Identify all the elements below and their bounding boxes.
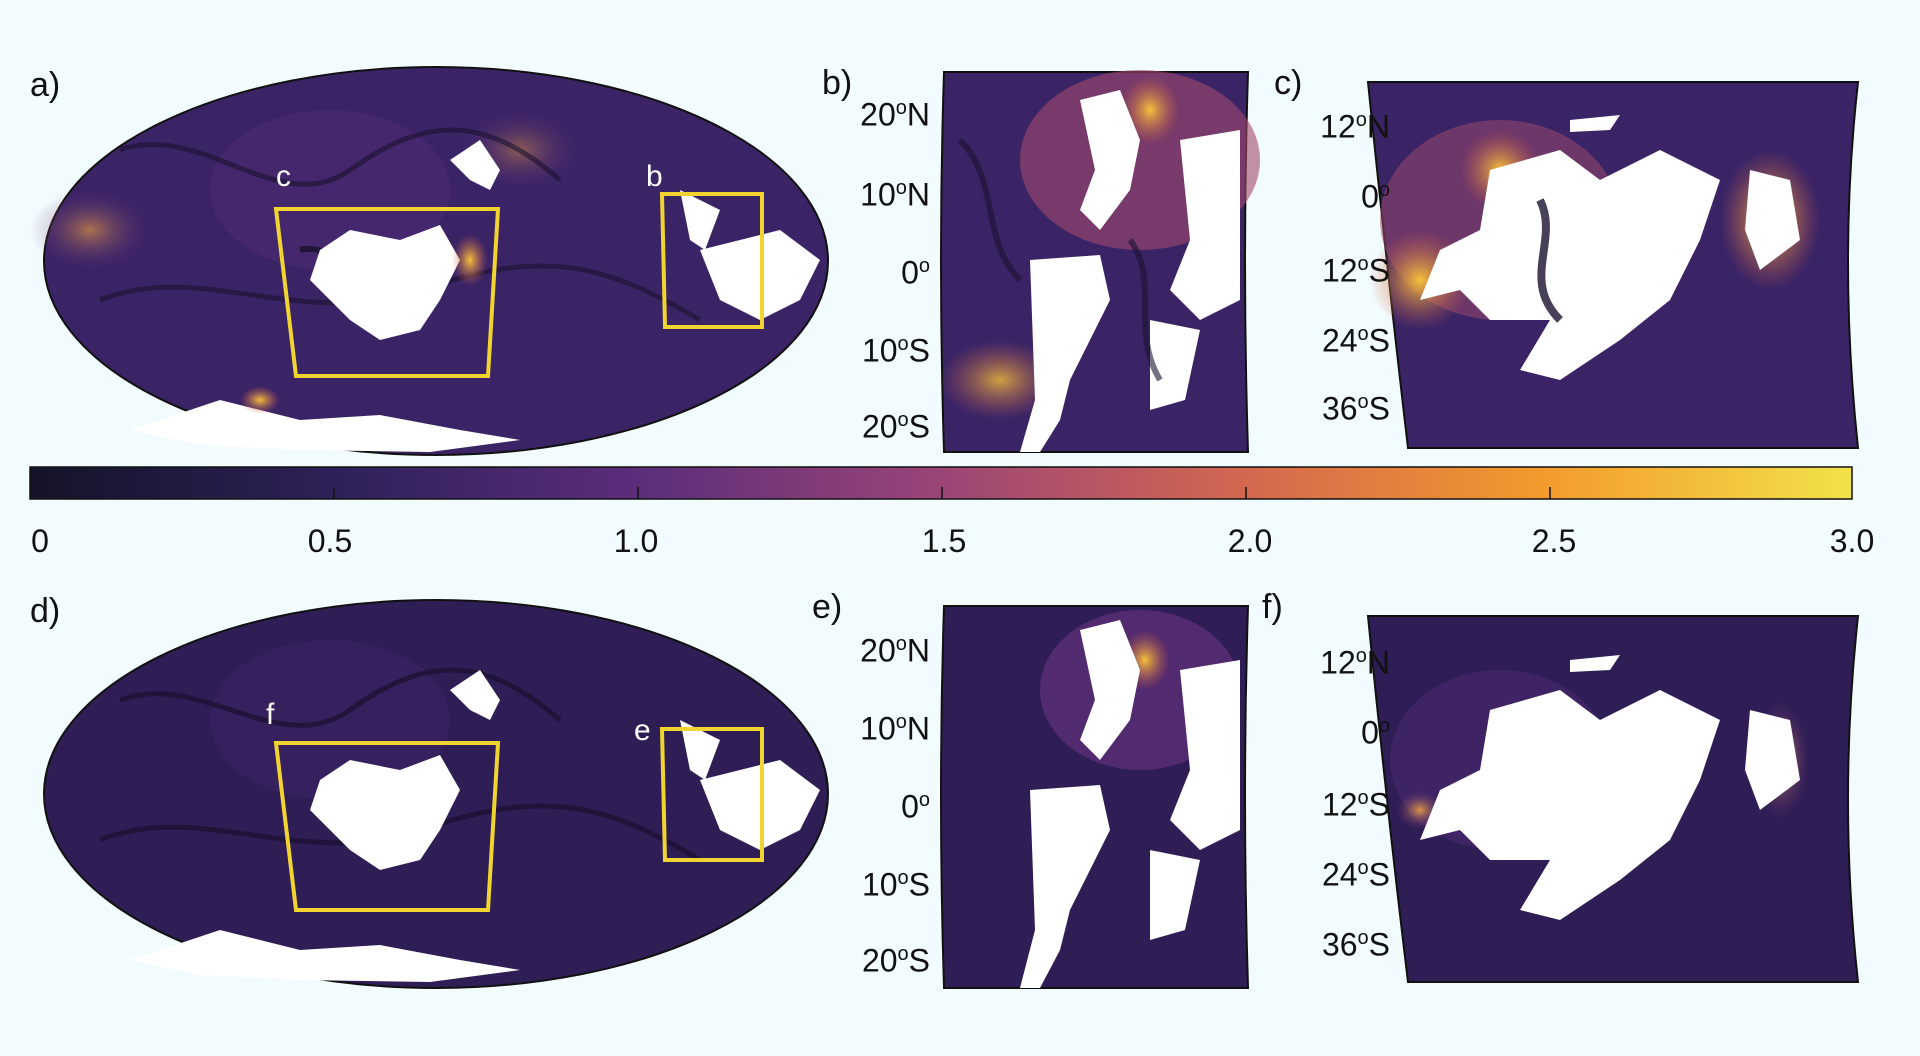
landmass xyxy=(1020,785,1110,988)
lat-tick: 0o xyxy=(901,788,930,825)
lat-tick: 10oS xyxy=(861,866,930,903)
landmass xyxy=(1420,150,1720,380)
landmass xyxy=(450,140,500,190)
colorbar-label: 0.5 xyxy=(307,523,353,559)
lat-tick: 10oN xyxy=(860,176,930,213)
colorbar xyxy=(29,466,1853,500)
colorbar-label: 1.0 xyxy=(613,523,659,559)
landmass xyxy=(1150,850,1200,940)
landmass xyxy=(1020,255,1110,452)
lat-tick: 20oS xyxy=(861,408,930,445)
lat-tick: 36oS xyxy=(1321,926,1390,963)
landmass xyxy=(130,930,520,982)
lat-tick: 10oS xyxy=(861,332,930,369)
lat-tick: 10oN xyxy=(860,710,930,747)
panel-label-b: b) xyxy=(822,64,853,102)
lat-tick: 12oS xyxy=(1321,786,1390,823)
lat-tick: 20oN xyxy=(860,632,930,669)
landmass xyxy=(1150,320,1200,410)
landmass xyxy=(450,670,500,720)
map-d xyxy=(43,599,829,989)
lat-tick: 12oN xyxy=(1320,644,1390,681)
lat-tick: 0o xyxy=(1361,178,1390,215)
landmass xyxy=(1570,115,1620,132)
panel-label-f: f) xyxy=(1262,588,1283,626)
box-label-b: b xyxy=(646,160,663,193)
lat-tick: 24oS xyxy=(1321,322,1390,359)
landmass xyxy=(1080,90,1140,230)
map-b xyxy=(940,70,1260,453)
landmass xyxy=(1170,130,1240,320)
panel-label-c: c) xyxy=(1274,64,1303,102)
landmass xyxy=(310,225,460,340)
landmass xyxy=(130,400,520,452)
lat-tick: 20oN xyxy=(860,96,930,133)
lat-tick: 12oN xyxy=(1320,108,1390,145)
landmass xyxy=(1080,620,1140,760)
landmass xyxy=(1570,655,1620,672)
box-label-f: f xyxy=(266,698,275,731)
map-c xyxy=(1366,81,1860,449)
panel-label-a: a) xyxy=(30,66,61,104)
map-a xyxy=(30,66,829,456)
lat-tick: 36oS xyxy=(1321,390,1390,427)
landmass xyxy=(680,720,720,780)
box-label-e: e xyxy=(634,714,651,747)
colorbar-label: 2.0 xyxy=(1227,523,1273,559)
panel-label-e: e) xyxy=(812,588,843,626)
colorbar-label: 0 xyxy=(31,523,49,559)
colorbar-label: 3.0 xyxy=(1829,523,1875,559)
landmass xyxy=(310,755,460,870)
landmass xyxy=(1170,660,1240,850)
landmass xyxy=(1745,710,1800,810)
colorbar-label: 1.5 xyxy=(921,523,967,559)
map-f xyxy=(1366,615,1860,983)
landmass xyxy=(680,190,720,250)
box-label-c: c xyxy=(276,160,291,193)
lat-tick: 20oS xyxy=(861,942,930,979)
landmass xyxy=(1745,170,1800,270)
lat-tick: 12oS xyxy=(1321,252,1390,289)
landmass xyxy=(1420,690,1720,920)
lat-tick: 0o xyxy=(1361,714,1390,751)
lat-tick: 0o xyxy=(901,254,930,291)
panel-label-d: d) xyxy=(30,592,61,630)
map-e xyxy=(940,605,1250,989)
lat-tick: 24oS xyxy=(1321,856,1390,893)
colorbar-label: 2.5 xyxy=(1531,523,1577,559)
